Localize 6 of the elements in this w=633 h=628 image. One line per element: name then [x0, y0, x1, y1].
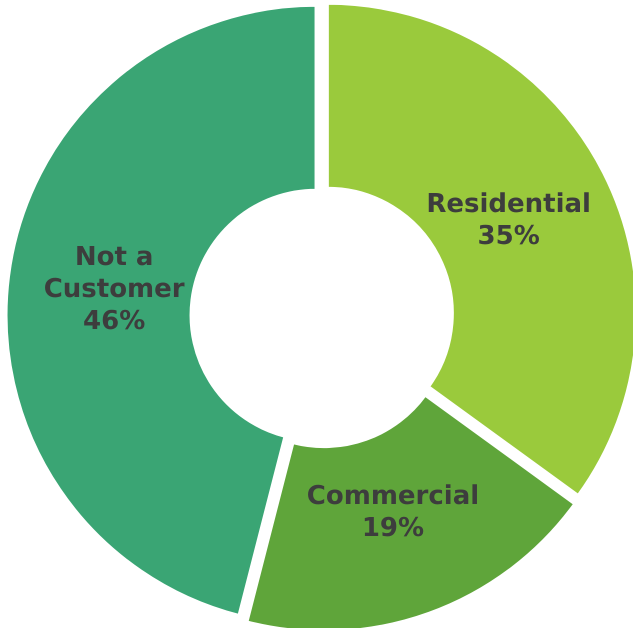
slice-label: Not a Customer — [44, 242, 185, 304]
slice-label: Commercial — [306, 481, 480, 512]
data-label: 19% — [362, 513, 424, 544]
slice-label: Residential — [426, 189, 591, 219]
data-label: 46% — [83, 306, 146, 336]
data-label: 35% — [478, 221, 540, 251]
